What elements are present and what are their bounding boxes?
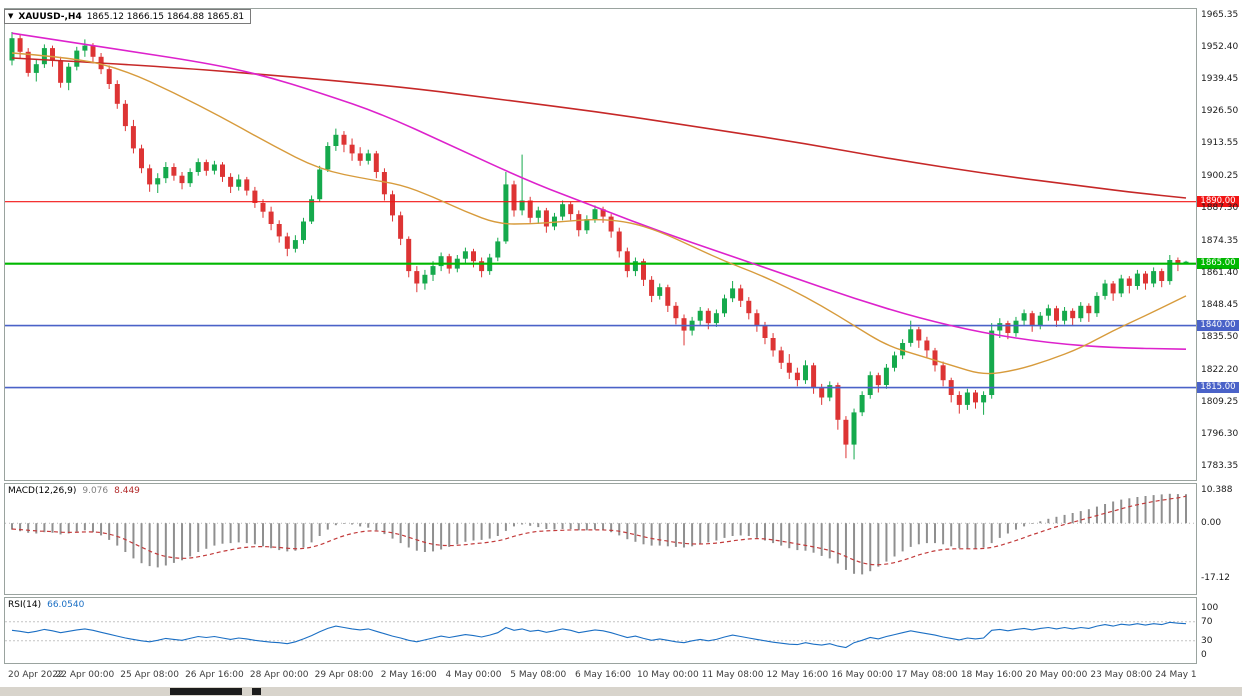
price-axis-label: 1900.25 bbox=[1201, 171, 1239, 182]
rsi-scale-label: 100 bbox=[1201, 602, 1219, 613]
time-axis-label: 17 May 08:00 bbox=[896, 670, 958, 680]
time-axis-label: 26 Apr 16:00 bbox=[185, 670, 244, 680]
time-axis-label: 6 May 16:00 bbox=[575, 670, 632, 680]
bottom-strip bbox=[0, 687, 1242, 696]
ma-mid-magenta bbox=[11, 32, 1187, 350]
rsi-scale-label: 30 bbox=[1201, 635, 1213, 646]
symbol-period-label: XAUUSD-,H4 bbox=[18, 11, 82, 22]
main-panel-border bbox=[4, 8, 1197, 481]
macd-title: MACD(12,26,9) bbox=[8, 486, 77, 496]
price-axis-label: 1887.30 bbox=[1201, 203, 1239, 214]
rsi-line bbox=[11, 621, 1187, 649]
taskbar-fragment bbox=[170, 688, 242, 695]
time-axis-label: 16 May 00:00 bbox=[831, 670, 893, 680]
time-axis-label: 28 Apr 00:00 bbox=[249, 670, 309, 680]
rsi-panel-border bbox=[4, 597, 1197, 664]
time-axis-label: 12 May 16:00 bbox=[766, 670, 829, 680]
macd-indicator-label: MACD(12,26,9) 9.076 8.449 bbox=[8, 486, 140, 496]
time-axis-label: 4 May 00:00 bbox=[445, 670, 502, 680]
time-axis-label: 11 May 08:00 bbox=[701, 670, 764, 680]
time-axis-label: 23 May 08:00 bbox=[1090, 670, 1153, 680]
price-axis-label: 1848.45 bbox=[1201, 299, 1239, 310]
macd-scale-label: -17.12 bbox=[1201, 573, 1231, 583]
time-axis-label: 2 May 16:00 bbox=[380, 670, 437, 680]
macd-histogram bbox=[11, 493, 1188, 575]
time-axis-label: 5 May 08:00 bbox=[510, 670, 567, 680]
macd-scale-label: 10.388 bbox=[1201, 485, 1233, 495]
price-axis-label: 1965.35 bbox=[1201, 10, 1239, 20]
price-axis-label: 1783.35 bbox=[1201, 461, 1239, 471]
price-axis-label: 1809.25 bbox=[1201, 396, 1239, 407]
candles bbox=[9, 32, 1189, 460]
time-axis-label: 10 May 00:00 bbox=[636, 670, 699, 680]
time-axis-label: 24 May 16:00 bbox=[1155, 670, 1217, 680]
time-axis-label: 25 Apr 08:00 bbox=[120, 670, 179, 680]
time-axis[interactable]: 20 Apr 2022 22 Apr 00:00 25 Apr 08:00 26 Ap… bbox=[0, 665, 1242, 686]
price-axis-label: 1822.20 bbox=[1201, 364, 1239, 375]
time-axis-label: 20 Apr 2022 bbox=[8, 670, 64, 680]
rsi-indicator-label: RSI(14) 66.0540 bbox=[8, 600, 84, 610]
rsi-scale-label: 70 bbox=[1201, 616, 1213, 627]
price-axis-label: 1874.35 bbox=[1201, 235, 1239, 246]
chart-title-box: ▼ XAUUSD-,H4 1865.12 1866.15 1864.88 186… bbox=[4, 9, 252, 24]
price-axis-label: 1913.55 bbox=[1201, 138, 1239, 149]
symbol-dropdown-icon[interactable]: ▼ bbox=[8, 12, 14, 20]
macd-scale-label: 0.00 bbox=[1201, 518, 1222, 529]
price-axis-label: 1861.40 bbox=[1201, 267, 1239, 278]
ma-slow-red bbox=[11, 57, 1187, 199]
macd-panel-border bbox=[4, 483, 1197, 595]
macd-histogram-value: 9.076 bbox=[82, 486, 109, 496]
price-axis-label: 1835.50 bbox=[1201, 331, 1239, 342]
ma-fast-orange bbox=[11, 52, 1187, 375]
price-line-badge: 1890.00 bbox=[1197, 196, 1239, 208]
price-line-badge: 1815.00 bbox=[1197, 382, 1239, 394]
price-line-badge: 1865.00 bbox=[1197, 258, 1239, 270]
macd-signal-line bbox=[11, 495, 1187, 566]
price-axis-label: 1939.45 bbox=[1201, 74, 1239, 85]
rsi-title: RSI(14) bbox=[8, 600, 42, 610]
price-axis-label: 1796.30 bbox=[1201, 428, 1239, 439]
price-axis-label: 1926.50 bbox=[1201, 106, 1239, 117]
time-axis-label: 29 Apr 08:00 bbox=[314, 670, 374, 680]
price-line-badge: 1840.00 bbox=[1197, 320, 1239, 332]
price-axis-label: 1952.40 bbox=[1201, 42, 1239, 53]
price-axis[interactable]: 1890.00 1865.00 1840.00 1815.00 1965.35 1952.… bbox=[1197, 0, 1242, 686]
taskbar-fragment bbox=[252, 688, 261, 695]
time-axis-label: 20 May 00:00 bbox=[1025, 670, 1088, 680]
rsi-value: 66.0540 bbox=[47, 600, 85, 610]
macd-signal-value: 8.449 bbox=[114, 486, 140, 496]
rsi-scale-label: 0 bbox=[1201, 650, 1207, 661]
time-axis-label: 18 May 16:00 bbox=[960, 670, 1023, 680]
time-axis-label: 22 Apr 00:00 bbox=[55, 670, 115, 680]
ohlc-values: 1865.12 1866.15 1864.88 1865.81 bbox=[86, 11, 245, 22]
